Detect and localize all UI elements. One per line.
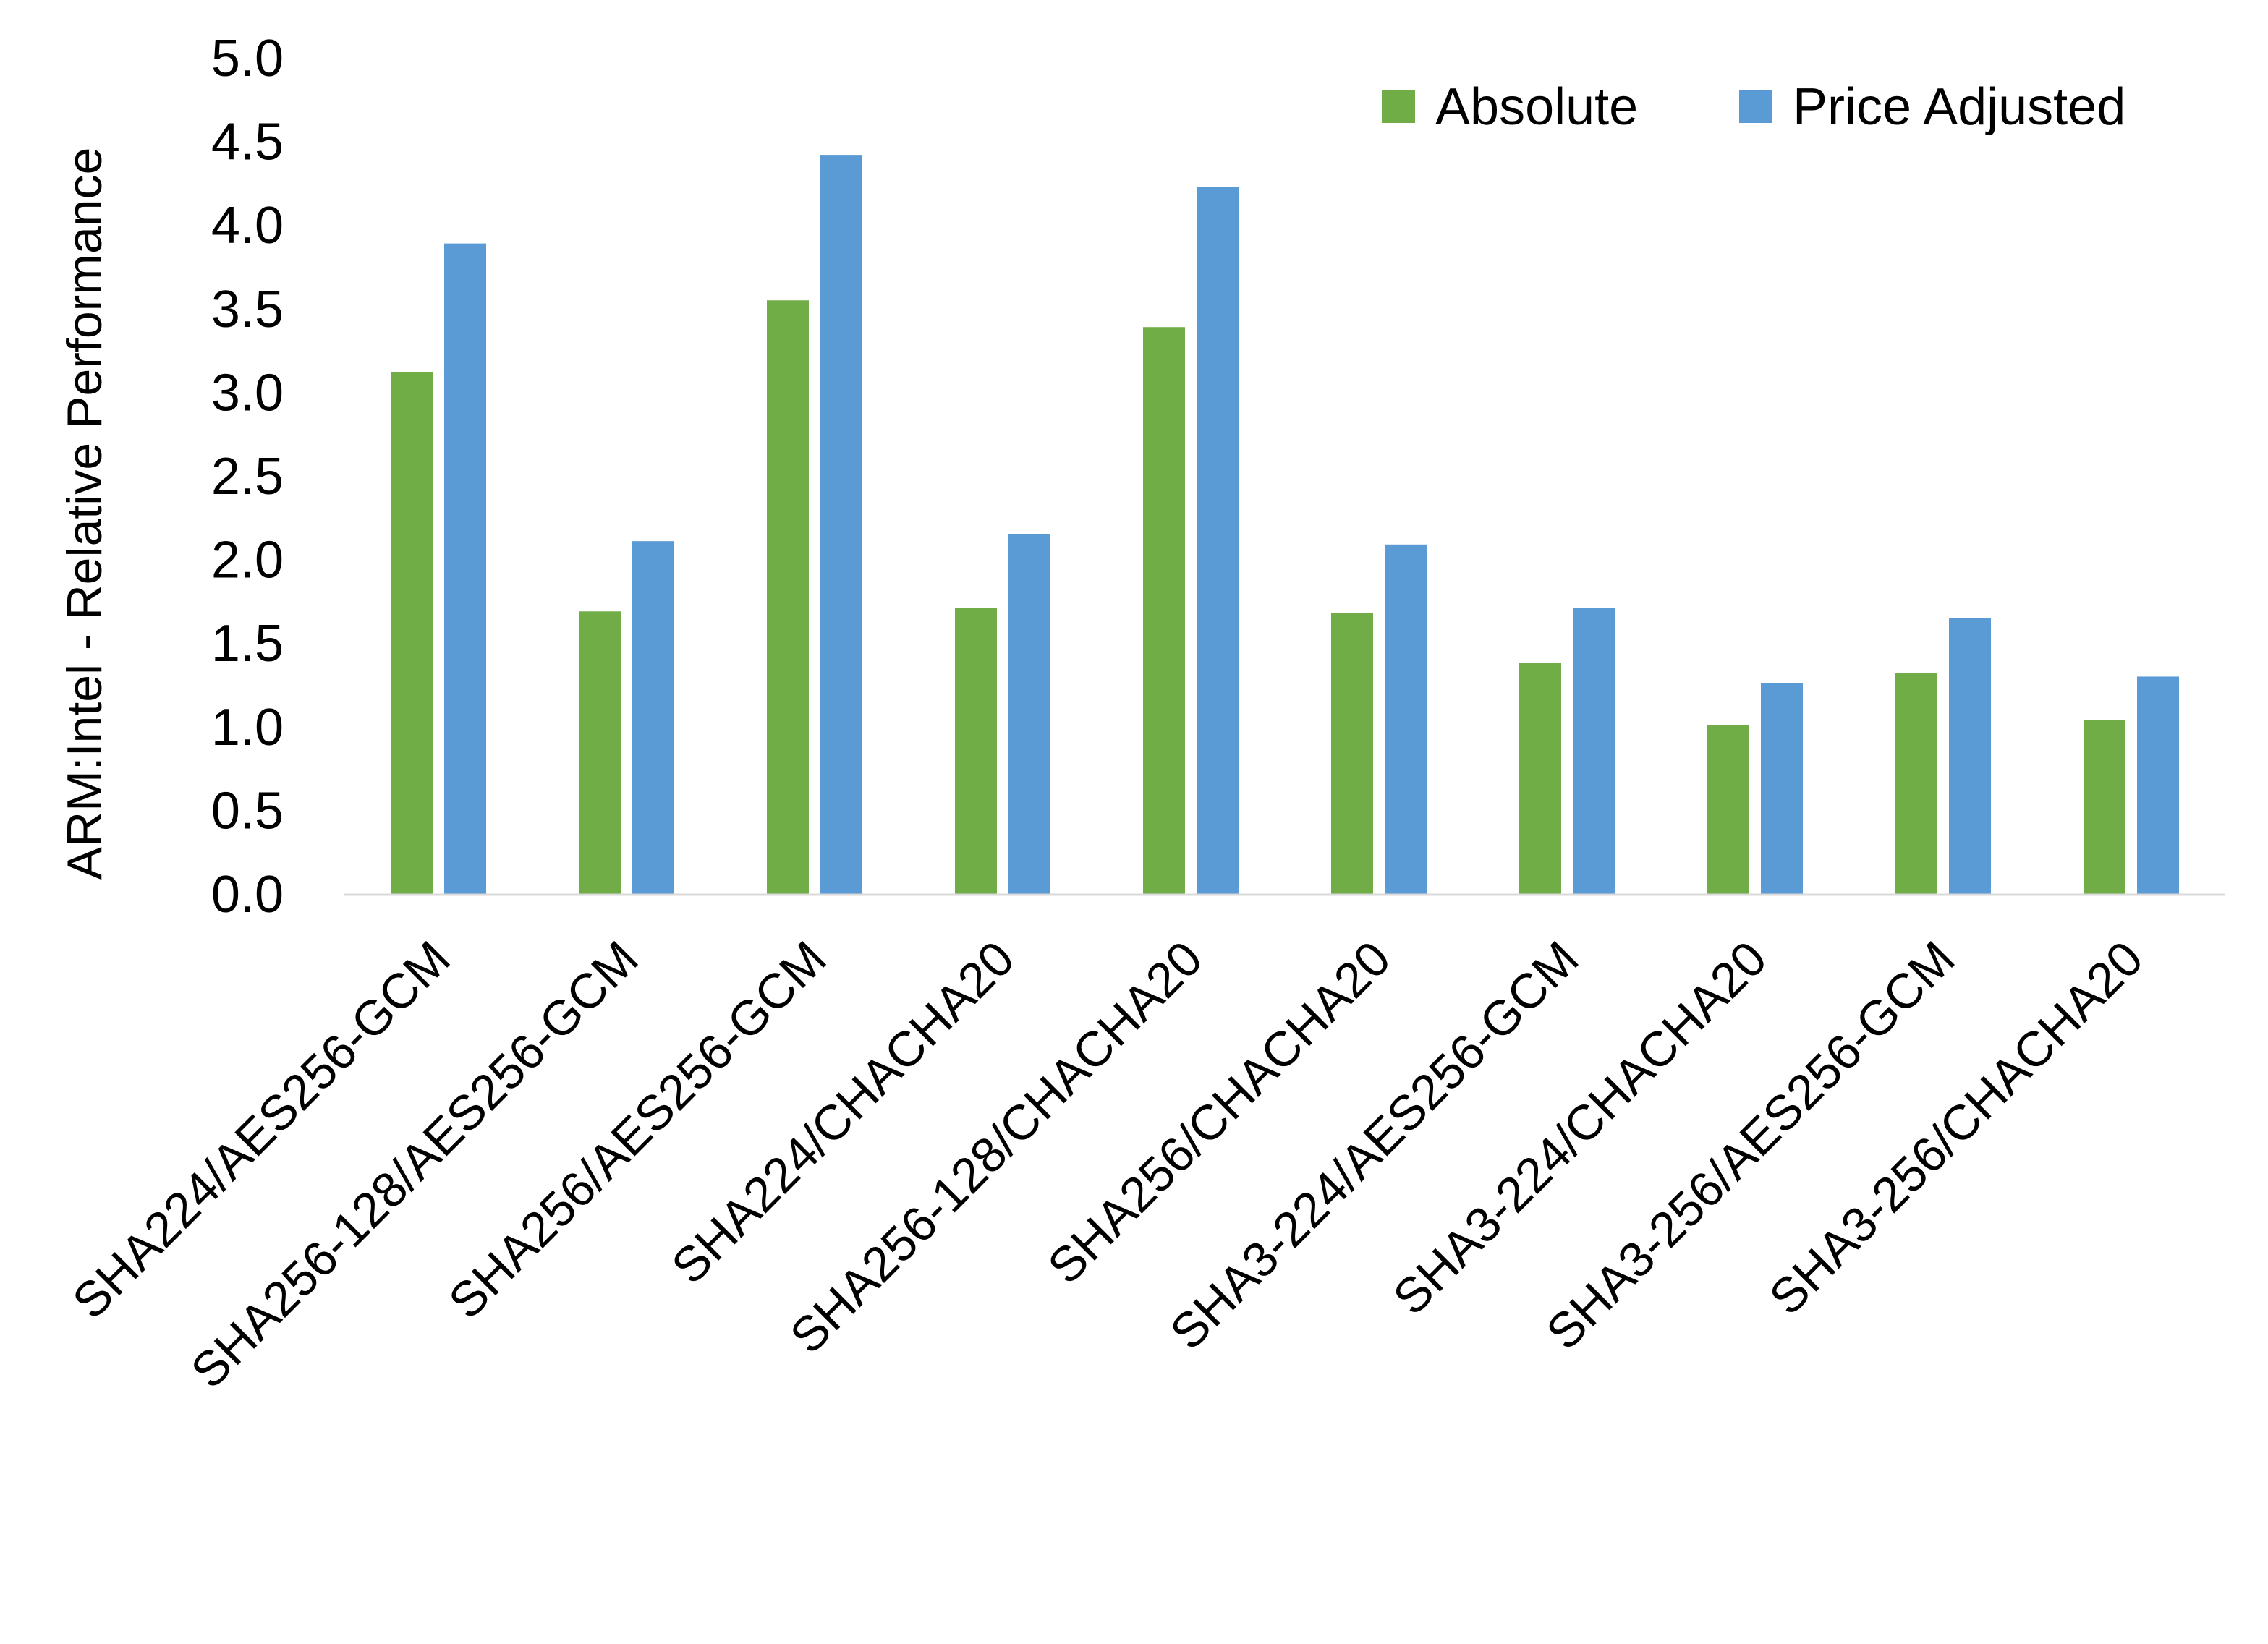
x-tick-label: SHA224/CHACHA20 <box>661 931 1025 1295</box>
y-tick-label: 3.0 <box>211 364 284 422</box>
bar-absolute <box>1519 663 1561 894</box>
x-tick-label: SHA256/CHACHA20 <box>1037 931 1401 1295</box>
y-tick-label: 4.0 <box>211 197 284 255</box>
y-axis-label: ARM:Intel - Relative Performance <box>57 148 112 880</box>
legend-label: Absolute <box>1435 78 1638 136</box>
bar-absolute <box>955 608 997 894</box>
bar-price-adjusted <box>1008 534 1050 894</box>
bar-absolute <box>1143 327 1185 894</box>
bar-absolute <box>1331 613 1373 894</box>
x-tick-label: SHA3-256/CHACHA20 <box>1759 931 2153 1325</box>
bar-price-adjusted <box>820 155 862 894</box>
y-tick-label: 0.0 <box>211 866 284 924</box>
bar-price-adjusted <box>1573 608 1615 894</box>
x-tick-label: SHA224/AES256-GCM <box>62 931 461 1329</box>
bar-price-adjusted <box>1197 187 1239 894</box>
bar-absolute <box>579 611 621 894</box>
legend-swatch <box>1382 90 1415 123</box>
bar-price-adjusted <box>2137 676 2179 894</box>
y-tick-label: 4.5 <box>211 114 284 171</box>
y-tick-label: 5.0 <box>211 30 284 88</box>
y-tick-label: 0.5 <box>211 782 284 840</box>
bar-price-adjusted <box>444 243 486 895</box>
bar-absolute <box>2084 720 2125 894</box>
bar-price-adjusted <box>1761 683 1803 894</box>
y-tick-label: 3.5 <box>211 281 284 338</box>
legend-label: Price Adjusted <box>1793 78 2125 136</box>
y-tick-label: 2.0 <box>211 532 284 589</box>
bar-price-adjusted <box>1949 618 1991 894</box>
x-tick-label: SHA256/AES256-GCM <box>438 931 837 1329</box>
bar-absolute <box>1707 725 1749 894</box>
bar-absolute <box>1895 673 1937 894</box>
bar-price-adjusted <box>1385 544 1427 894</box>
bar-absolute <box>391 372 433 894</box>
legend-swatch <box>1739 90 1772 123</box>
bar-price-adjusted <box>632 541 674 894</box>
y-tick-label: 1.0 <box>211 699 284 757</box>
x-tick-label: SHA3-224/CHACHA20 <box>1383 931 1777 1325</box>
bar-absolute <box>767 300 809 894</box>
y-tick-label: 1.5 <box>211 615 284 673</box>
y-tick-label: 2.5 <box>211 448 284 506</box>
